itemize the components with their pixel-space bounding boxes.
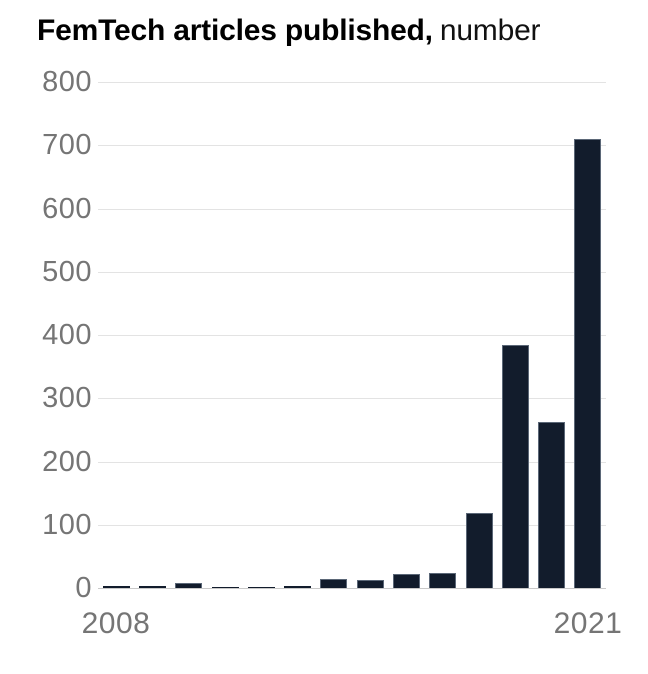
gridline-400 xyxy=(98,335,606,336)
gridline-300 xyxy=(98,398,606,400)
bar-2018 xyxy=(465,513,493,588)
bar-2012 xyxy=(247,587,275,588)
plot-area xyxy=(98,82,606,589)
bar-2019 xyxy=(501,344,529,588)
bar-2010 xyxy=(175,582,203,588)
bar-2015 xyxy=(356,580,384,588)
y-tick-label-700: 700 xyxy=(42,129,92,162)
y-tick-label-500: 500 xyxy=(42,255,92,288)
gridline-600 xyxy=(98,208,606,210)
y-tick-label-600: 600 xyxy=(42,192,92,225)
y-tick-label-300: 300 xyxy=(42,382,92,415)
chart-title: FemTech articles published, number xyxy=(37,14,541,48)
y-tick-label-800: 800 xyxy=(42,66,92,98)
x-axis-line xyxy=(98,588,606,589)
chart-title-unit: number xyxy=(439,14,541,47)
gridline-500 xyxy=(98,271,606,273)
bar-2017 xyxy=(429,572,457,588)
y-tick-label-400: 400 xyxy=(42,319,92,351)
bar-2020 xyxy=(538,422,566,588)
bar-2014 xyxy=(320,578,348,588)
bar-2021 xyxy=(574,138,602,588)
chart-title-bold: FemTech articles published, xyxy=(37,14,433,47)
y-tick-label-200: 200 xyxy=(42,445,92,478)
bar-2009 xyxy=(138,586,166,588)
x-axis-label-2021: 2021 xyxy=(553,607,623,640)
y-tick-label-0: 0 xyxy=(75,572,92,604)
x-axis-label-2008: 2008 xyxy=(81,607,151,640)
y-tick-label-100: 100 xyxy=(42,508,92,541)
bar-2011 xyxy=(211,587,239,588)
bar-2008 xyxy=(102,586,130,588)
gridline-700 xyxy=(98,145,606,147)
gridline-200 xyxy=(98,461,606,463)
gridline-100 xyxy=(98,524,606,526)
bar-2013 xyxy=(284,586,312,588)
bar-2016 xyxy=(392,574,420,588)
gridline-800 xyxy=(98,82,606,83)
